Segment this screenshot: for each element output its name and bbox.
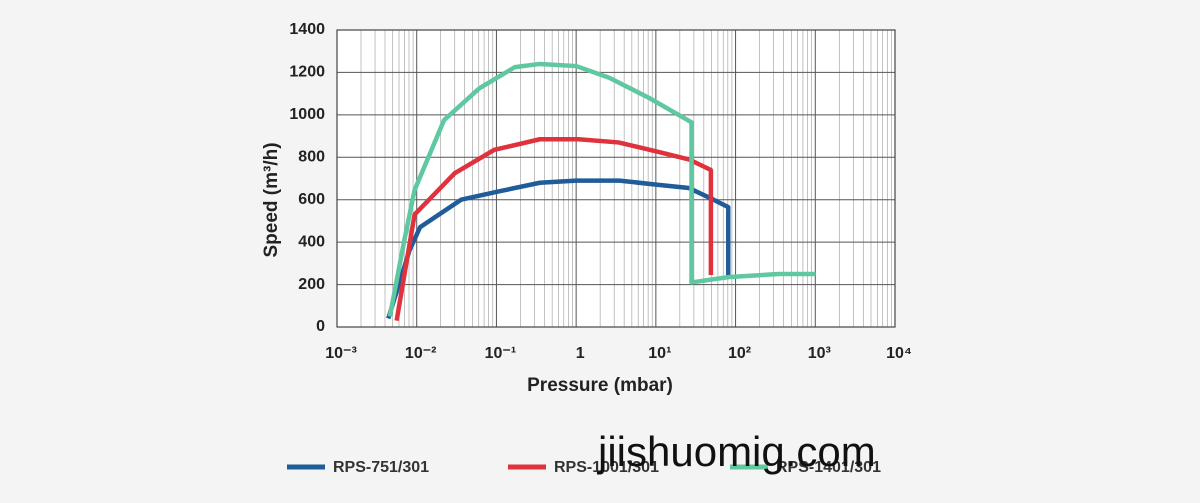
y-tick-label: 400: [298, 233, 325, 250]
series-line: [387, 61, 816, 317]
legend-label: RPS-1401/301: [776, 459, 881, 476]
y-tick-label: 600: [298, 191, 325, 208]
y-tick-label: 200: [298, 276, 325, 293]
x-tick-label: 10¹: [648, 345, 671, 362]
watermark: jiishuomig.com: [596, 428, 876, 475]
y-tick-label: 1200: [289, 64, 325, 81]
x-tick-label: 10⁻¹: [485, 345, 517, 362]
x-tick-label: 10⁴: [886, 345, 912, 362]
x-tick-label: 10²: [728, 345, 751, 362]
x-tick-label: 10⁻³: [325, 345, 357, 362]
series-line: [386, 178, 731, 320]
y-axis-label: Speed (m³/h): [261, 142, 282, 257]
x-tick-label: 10³: [808, 345, 831, 362]
y-tick-label: 1000: [289, 106, 325, 123]
x-tick-label: 10⁻²: [405, 345, 437, 362]
legend-label: RPS-751/301: [333, 459, 429, 476]
series-line: [394, 137, 714, 322]
y-tick-label: 0: [316, 318, 325, 335]
legend-label: RPS-1001/301: [554, 459, 659, 476]
y-tick-label: 1400: [289, 21, 325, 38]
y-tick-label: 800: [298, 149, 325, 166]
plot-frame: [336, 29, 896, 328]
x-axis-label: Pressure (mbar): [527, 375, 673, 396]
x-tick-label: 1: [576, 345, 585, 362]
